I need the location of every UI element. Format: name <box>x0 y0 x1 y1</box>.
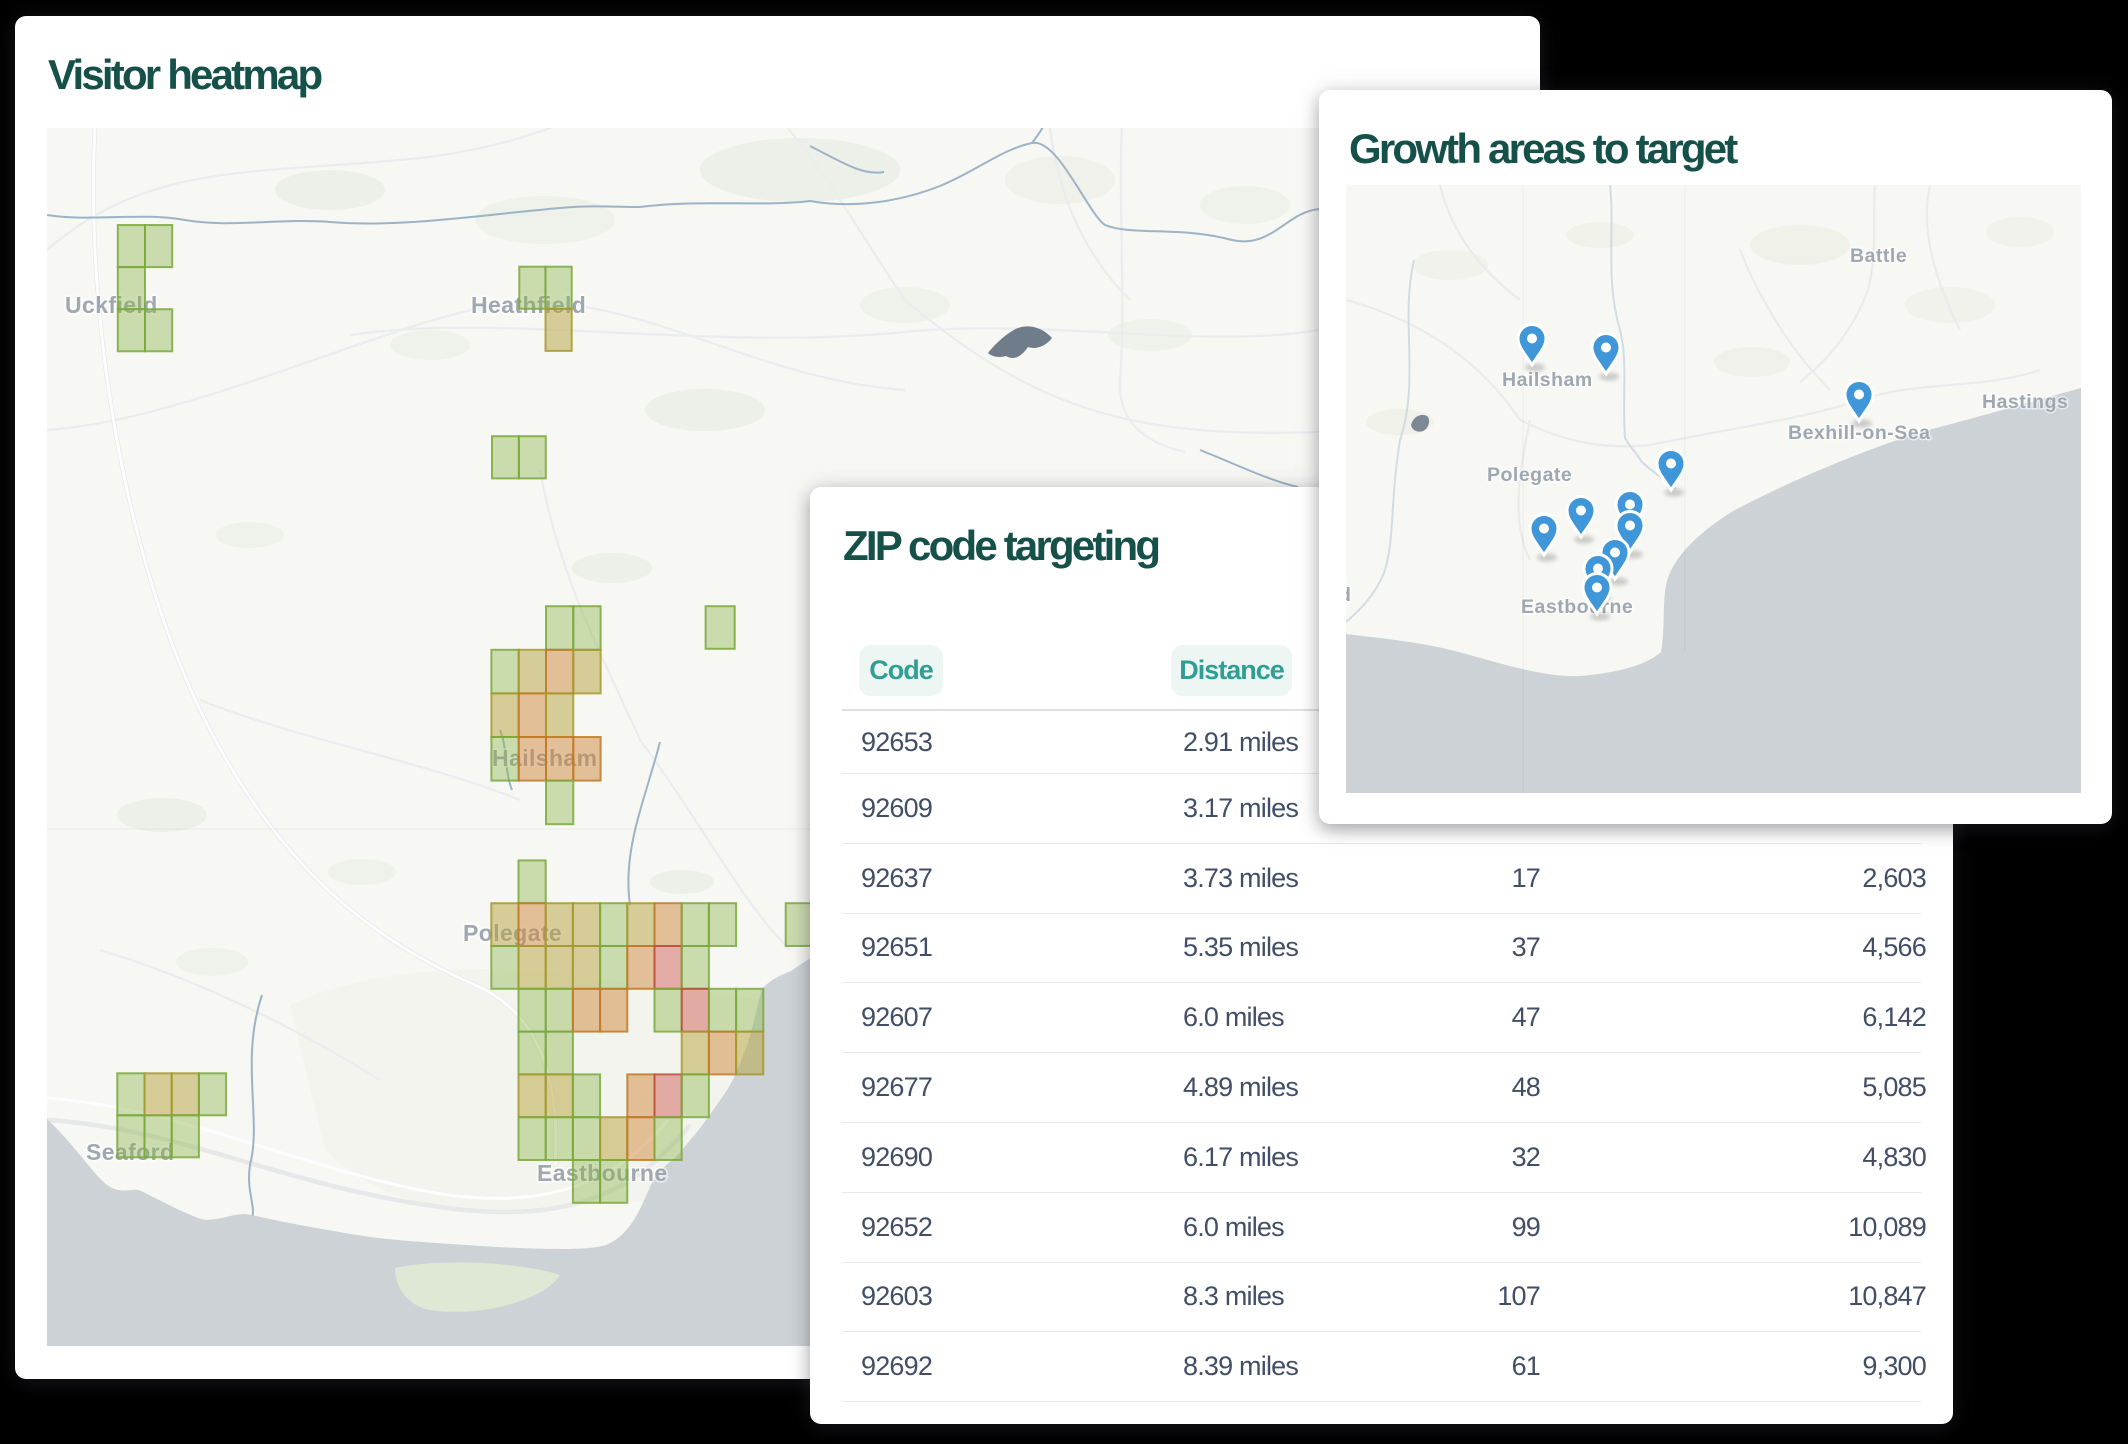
svg-text:Battle: Battle <box>1850 245 1907 267</box>
svg-text:Heathfield: Heathfield <box>471 292 586 318</box>
svg-text:Uckfield: Uckfield <box>65 292 158 318</box>
svg-text:Seaford: Seaford <box>86 1139 174 1165</box>
svg-text:Eastbourne: Eastbourne <box>537 1160 668 1186</box>
svg-text:Polegate: Polegate <box>1487 464 1572 486</box>
svg-text:Hailsham: Hailsham <box>1502 369 1593 391</box>
svg-text:Eastbourne: Eastbourne <box>1521 596 1633 618</box>
svg-text:d: d <box>1346 584 1351 606</box>
svg-text:Hastings: Hastings <box>1982 391 2068 413</box>
